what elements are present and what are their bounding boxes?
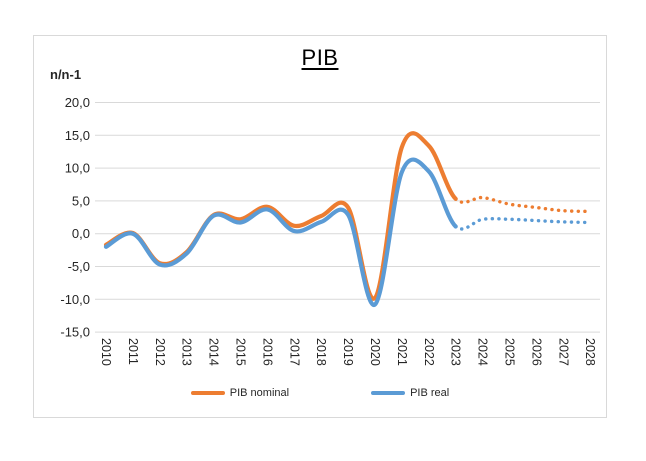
legend-item-pib-nominal: PIB nominal [190,387,290,399]
y-tick-label: 10,0 [65,161,90,176]
x-tick-label: 2021 [395,338,409,366]
pib-real-line-swatch [371,391,406,395]
x-tick-label: 2026 [529,338,543,366]
x-tick-label: 2019 [341,338,355,366]
x-tick-label: 2010 [99,338,113,366]
x-tick-label: 2028 [583,338,597,366]
y-tick-label: 5,0 [72,193,90,208]
legend-item-pib-real: PIB real [371,387,449,399]
series-pib-nominal-historical-line [103,131,458,301]
y-tick-label: -10,0 [60,292,90,307]
legend-label: PIB real [410,387,450,399]
x-tick-label: 2016 [260,338,274,366]
y-tick-label: 15,0 [65,128,90,143]
series-pib-real-forecast-dotted-line [454,216,592,231]
chart-area: PIB n/n-1 20,0 15,0 10,0 5,0 0,0 -5,0 -10,0 -15… [33,35,607,418]
legend-label: PIB nominal [229,387,290,399]
x-tick-label: 2027 [556,338,570,366]
y-tick-label: 0,0 [72,226,90,241]
x-tick-label: 2022 [422,338,436,366]
series-pib-real-historical-line [103,157,458,307]
x-tick-label: 2018 [314,338,328,366]
series-pib-nominal-forecast-dotted-line [454,195,592,214]
chart-title: PIB [301,45,339,70]
chart-legend: PIB nominal PIB real [34,387,606,399]
y-tick-label: -5,0 [68,259,90,274]
x-tick-label: 2011 [126,338,140,365]
y-axis-unit-label: n/n-1 [50,67,82,82]
x-tick-label: 2024 [476,338,490,366]
plot-canvas: 20,0 15,0 10,0 5,0 0,0 -5,0 -10,0 -15,0 2010 2011… [60,95,600,366]
x-tick-label: 2017 [287,338,301,366]
y-tick-label: 20,0 [65,95,90,110]
x-tick-label: 2020 [368,338,382,366]
x-tick-label: 2013 [180,338,194,366]
pib-nominal-line-swatch [190,391,225,395]
x-tick-label: 2012 [153,338,167,366]
x-tick-label: 2025 [503,338,517,366]
x-tick-label: 2015 [234,338,248,366]
x-tick-label: 2023 [449,338,463,366]
y-tick-label: -15,0 [60,325,90,340]
x-tick-label: 2014 [207,338,221,366]
